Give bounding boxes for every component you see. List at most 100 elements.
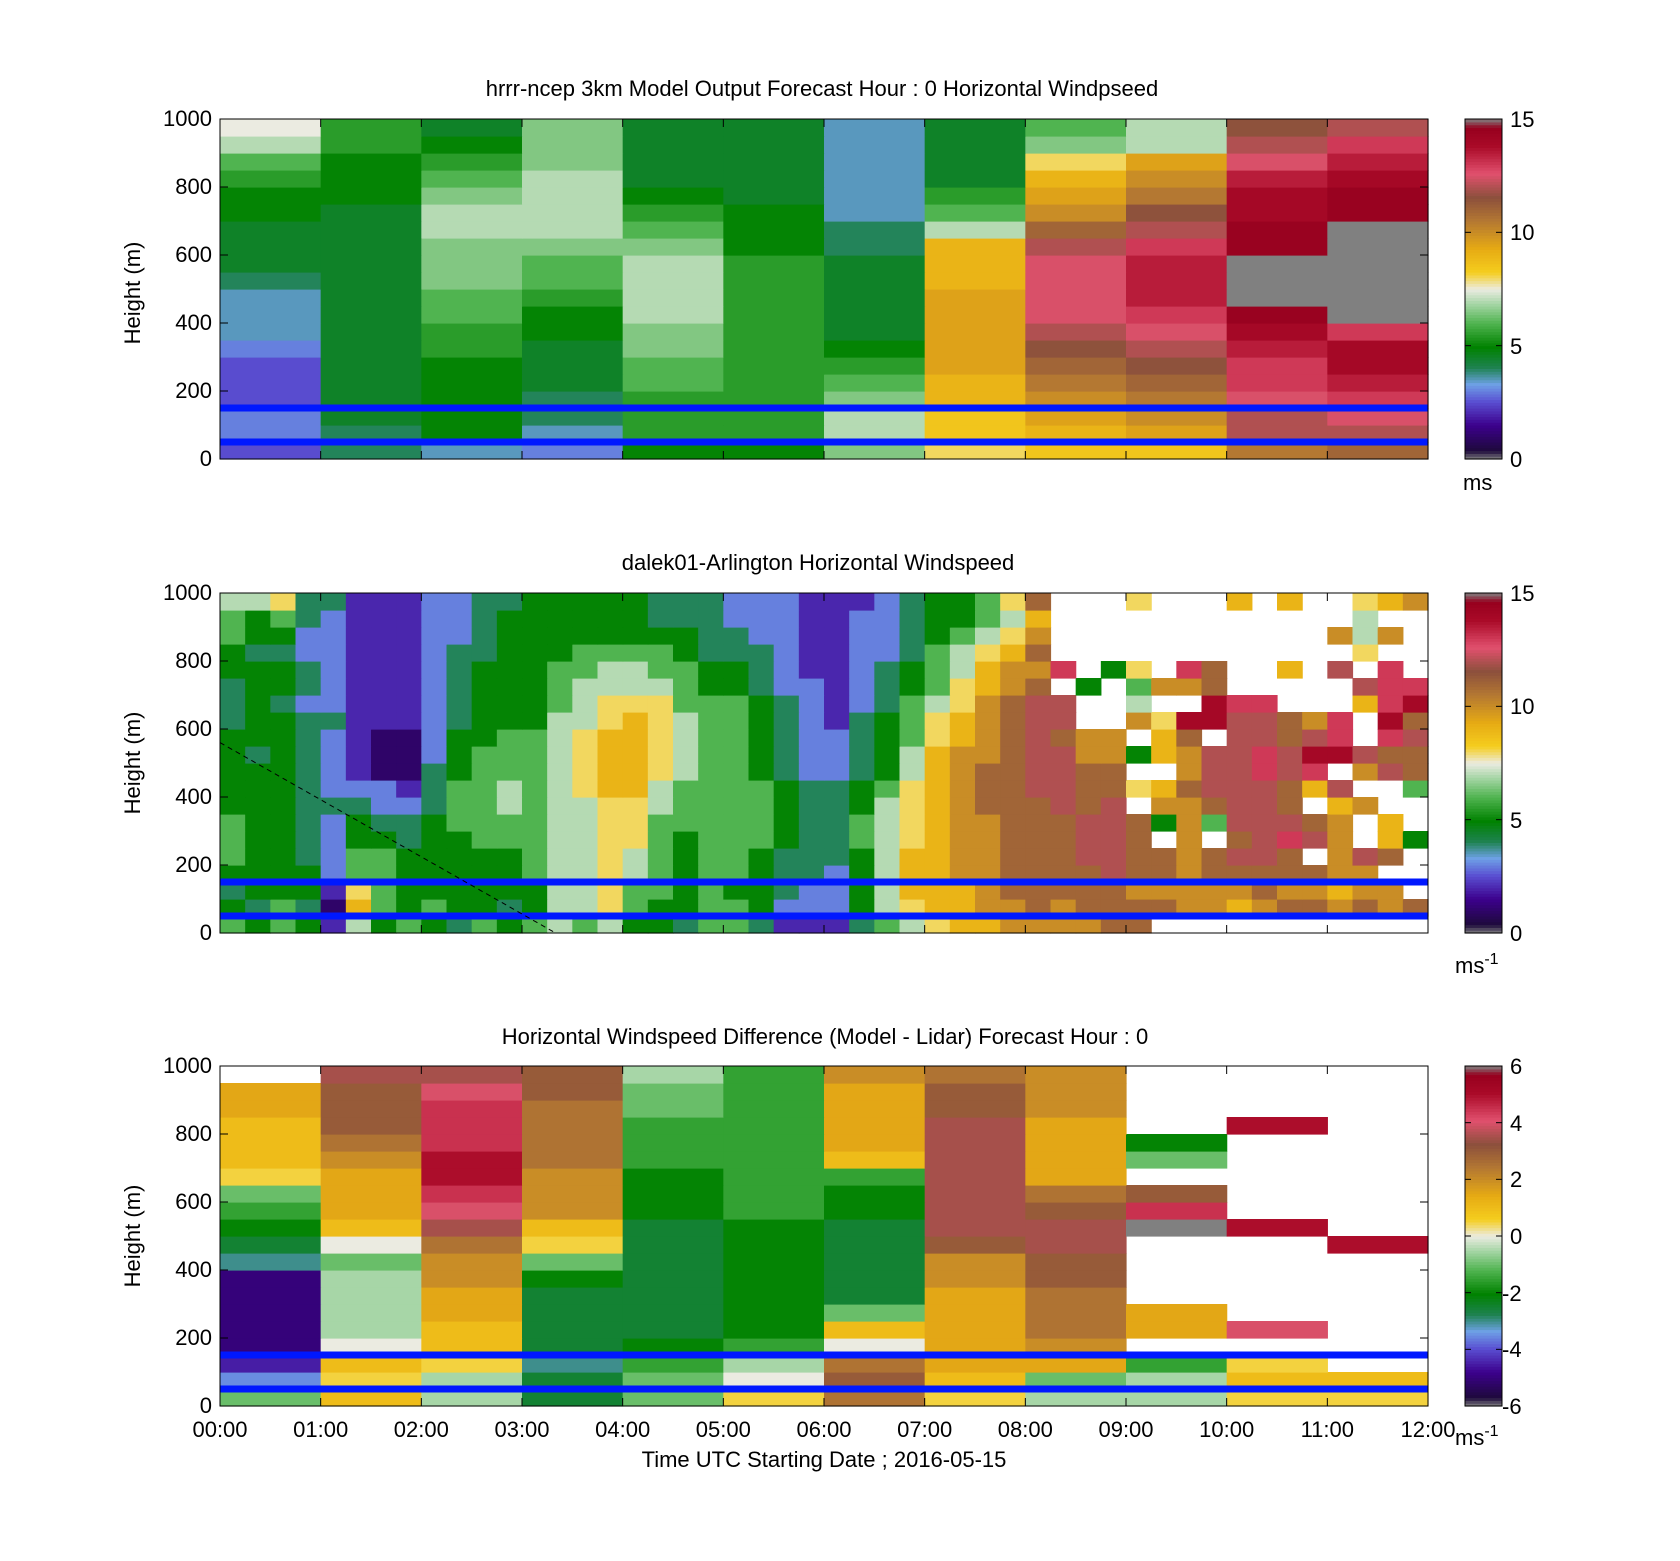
heatmap-cell — [622, 153, 724, 171]
colorbar-segment — [1465, 612, 1502, 617]
heatmap-cell — [798, 780, 825, 798]
heatmap-cell — [773, 593, 800, 611]
heatmap-cell — [723, 1287, 825, 1305]
heatmap-cell — [723, 255, 825, 273]
heatmap-cell — [1075, 729, 1102, 747]
heatmap-cell — [824, 1355, 926, 1373]
heatmap-cell — [1277, 661, 1303, 679]
heatmap-cell — [471, 627, 498, 645]
heatmap-cell — [421, 425, 523, 443]
colorbar-segment — [1465, 828, 1502, 832]
colorbar-segment — [1465, 1108, 1502, 1112]
colorbar-segment — [1465, 1309, 1502, 1314]
heatmap-cell — [622, 712, 649, 730]
heatmap-cell — [723, 1236, 825, 1254]
colorbar-segment — [1465, 1258, 1502, 1263]
heatmap-cell — [622, 610, 649, 628]
heatmap-cell — [723, 1389, 825, 1407]
heatmap-cell — [220, 1168, 322, 1186]
colorbar-segment — [1465, 138, 1502, 143]
colorbar-segment — [1465, 323, 1502, 327]
heatmap-cell — [924, 1151, 1026, 1169]
heatmap-cell — [1000, 627, 1026, 645]
heatmap-cell — [647, 678, 674, 696]
colorbar-segment — [1465, 916, 1502, 920]
heatmap-cell — [1126, 1355, 1228, 1373]
colorbar-segment — [1465, 155, 1502, 160]
heatmap-cell — [1277, 848, 1303, 866]
colorbar-segment — [1465, 1142, 1502, 1146]
heatmap-cell — [220, 899, 246, 917]
heatmap-cell — [396, 661, 422, 679]
heatmap-cell — [522, 865, 548, 883]
heatmap-cell — [1327, 425, 1429, 443]
heatmap-cell — [622, 593, 649, 611]
heatmap-cell — [572, 814, 599, 832]
heatmap-cell — [446, 627, 473, 645]
heatmap-cell — [824, 340, 926, 358]
ytick-label: 800 — [175, 648, 212, 673]
heatmap-cell — [924, 1185, 1026, 1203]
colorbar-segment — [1465, 1346, 1502, 1350]
colorbar-segment — [1465, 172, 1502, 177]
heatmap-cell — [496, 882, 523, 900]
heatmap-cell — [220, 729, 246, 747]
heatmap-cell — [924, 1168, 1026, 1186]
colorbar-segment — [1465, 1391, 1502, 1396]
heatmap-cell — [949, 814, 976, 832]
heatmap-cell — [547, 729, 573, 747]
heatmap-cell — [1377, 899, 1404, 917]
colorbar-segment — [1465, 218, 1502, 222]
heatmap-cell — [723, 1185, 825, 1203]
heatmap-cell — [547, 593, 573, 611]
colorbar-segment — [1465, 1162, 1502, 1166]
heatmap-cell — [320, 289, 422, 307]
panel-model-windspeed: hrrr-ncep 3km Model Output Forecast Hour… — [120, 76, 1534, 495]
heatmap-cell — [522, 1117, 624, 1135]
colorbar-segment — [1465, 1270, 1502, 1274]
heatmap-cell — [295, 695, 322, 713]
heatmap-cell — [522, 661, 548, 679]
heatmap-cell — [723, 916, 750, 934]
colorbar-segment — [1465, 737, 1502, 741]
colorbar-segment — [1465, 610, 1502, 614]
heatmap-cell — [622, 1134, 724, 1152]
heatmap-cell — [496, 865, 523, 883]
colorbar-segment — [1465, 294, 1502, 299]
heatmap-cell — [698, 712, 724, 730]
heatmap-cell — [421, 848, 448, 866]
heatmap-cell — [924, 153, 1026, 171]
colorbar-segment — [1465, 308, 1502, 313]
heatmap-cell — [1377, 882, 1404, 900]
heatmap-cell — [924, 170, 1026, 188]
heatmap-cell — [421, 610, 448, 628]
colorbar-segment — [1465, 924, 1502, 928]
heatmap-cell — [673, 780, 699, 798]
heatmap-cell — [1302, 831, 1328, 849]
panel-3-colorbar-unit: ms-1 — [1455, 1423, 1499, 1450]
colorbar-segment — [1465, 209, 1502, 214]
heatmap-cell — [673, 661, 699, 679]
colorbar-segment — [1465, 453, 1502, 457]
heatmap-cell — [824, 695, 850, 713]
heatmap-cell — [949, 780, 976, 798]
heatmap-cell — [1327, 204, 1429, 222]
heatmap-cell — [723, 729, 750, 747]
colorbar-segment — [1465, 274, 1502, 279]
heatmap-cell — [572, 831, 599, 849]
heatmap-cell — [899, 899, 926, 917]
heatmap-cell — [647, 865, 674, 883]
heatmap-cell — [371, 865, 397, 883]
colorbar-segment — [1465, 870, 1502, 875]
heatmap-cell — [824, 1219, 926, 1237]
heatmap-cell — [320, 712, 347, 730]
heatmap-cell — [723, 1219, 825, 1237]
heatmap-cell — [1126, 865, 1152, 883]
heatmap-cell — [849, 916, 875, 934]
heatmap-cell — [924, 1304, 1026, 1322]
colorbar-segment — [1465, 189, 1502, 194]
colorbar-segment — [1465, 1366, 1502, 1370]
colorbar-segment — [1465, 873, 1502, 877]
heatmap-cell — [874, 763, 901, 781]
heatmap-cell — [673, 695, 699, 713]
